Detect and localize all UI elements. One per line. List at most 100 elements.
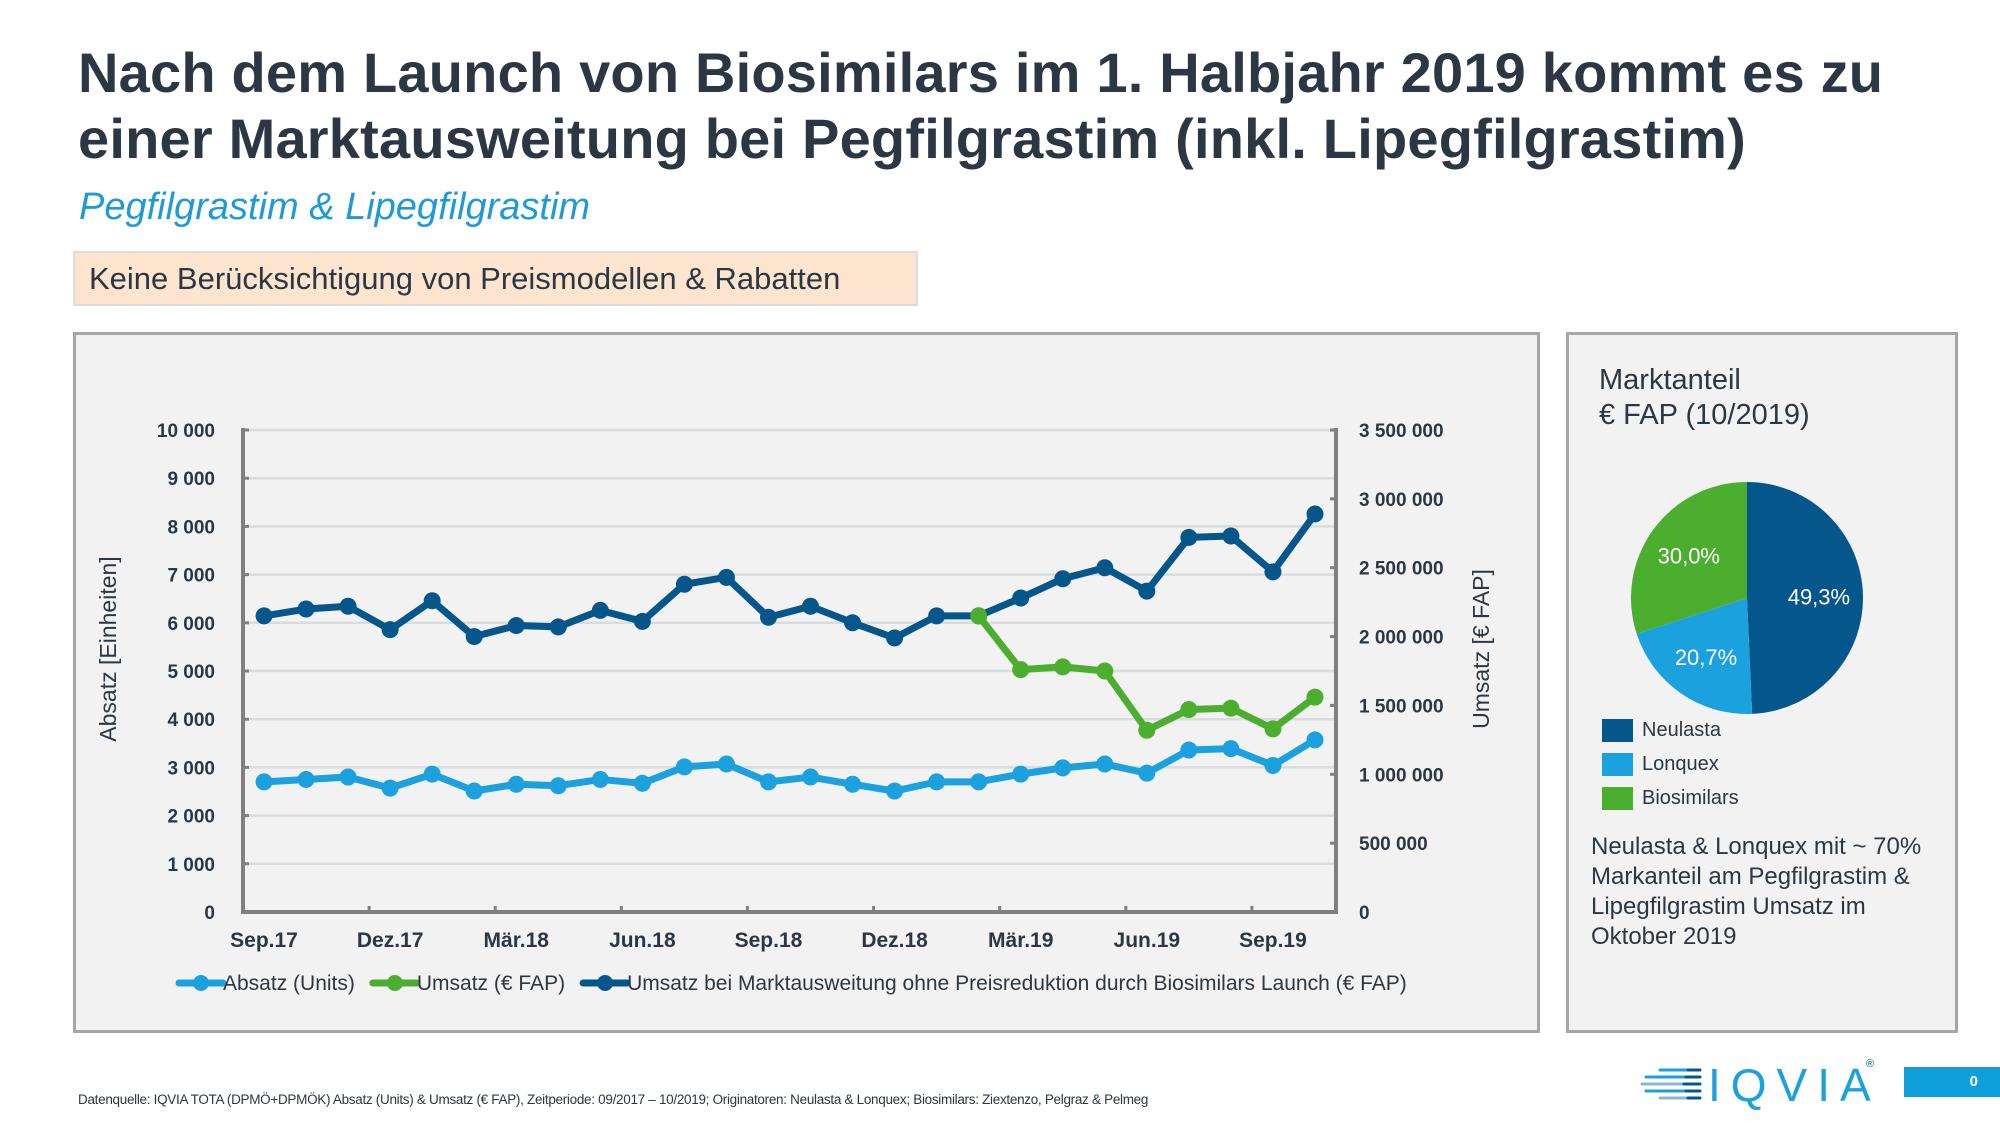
y-tick-label: 6 000 [167,614,215,635]
pie-slice-lonquex [1636,598,1753,714]
y2-tick-label: 3 500 000 [1359,421,1444,442]
x-tick-label: Sep.17 [230,929,298,952]
data-point [1096,662,1114,680]
data-point [633,612,651,630]
iqvia-logo-text: IQVIA [1708,1059,1881,1111]
data-source-footnote: Datenquelle: IQVIA TOTA (DPMÖ+DPMÖK) Abs… [78,1092,1149,1107]
data-point [1306,731,1324,749]
data-point [633,774,651,792]
data-point [675,758,693,776]
x-tick-label: Jun.19 [1114,929,1181,952]
data-point [1054,759,1072,777]
data-point [1096,559,1114,577]
data-point [1222,740,1240,758]
y2-tick-label: 2 000 000 [1359,628,1444,649]
data-point [759,773,777,791]
pie-legend: Neulasta Lonquex Biosimilars [1602,713,1739,815]
series-line [263,511,1318,642]
data-point [1306,505,1324,523]
data-point [1012,589,1030,607]
data-point [591,770,609,788]
pie-title-line-2: € FAP (10/2019) [1599,399,1810,431]
x-tick-label: Sep.19 [1239,929,1307,952]
data-point [1264,756,1282,774]
series-1 [970,607,1324,739]
title-line-1: Nach dem Launch von Biosimilars im 1. Ha… [78,41,1884,104]
data-point [1054,570,1072,588]
y2-tick-label: 2 500 000 [1359,559,1444,580]
data-point [549,777,567,795]
y2-tick-label: 0 [1359,903,1370,924]
legend-label: Biosimilars [1642,786,1739,809]
disclaimer-box: Keine Berücksichtigung von Preismodellen… [73,251,918,306]
y-tick-label: 10 000 [157,421,215,442]
x-tick-label: Mär.19 [988,929,1053,952]
x-tick-label: Jun.18 [609,929,676,952]
data-point [507,775,525,793]
data-point [802,768,820,786]
y-tick-label: 0 [204,903,215,924]
line-chart-panel: 0 1 000 2 000 3 000 4 000 5 000 6 000 7 000 8 00… [73,332,1540,1033]
legend-label: Lonquex [1642,752,1719,775]
data-point [1012,765,1030,783]
data-point [1138,764,1156,782]
registered-mark: ® [1866,1058,1875,1070]
legend-label: Umsatz (€ FAP) [417,972,565,995]
series-0 [255,731,1324,800]
page-number: 0 [1904,1067,2000,1097]
y-tick-label: 7 000 [167,566,215,587]
data-point [423,592,441,610]
legend-marker-icon [597,975,614,991]
legend-item-lonquex: Lonquex [1602,747,1739,781]
legend-item: Umsatz bei Marktausweitung ohne Preisred… [579,972,1407,995]
pie-title: Marktanteil € FAP (10/2019) [1599,363,1810,433]
data-point [844,775,862,793]
data-point [1180,528,1198,546]
data-point [297,770,315,788]
data-point [717,568,735,586]
data-point [339,768,357,786]
pie-data-label: 20,7% [1675,645,1737,670]
legend-item: Umsatz (€ FAP) [369,972,565,995]
data-point [1180,701,1198,719]
data-point [381,621,399,639]
data-point [1180,741,1198,759]
y-tick-label: 4 000 [167,710,215,731]
legend-label: Neulasta [1642,718,1721,741]
data-point [1096,755,1114,773]
pie-slice-biosimilars [1631,482,1747,634]
data-point [465,628,483,646]
data-point [675,575,693,593]
data-point [1222,699,1240,717]
data-point [759,608,777,626]
legend-item-biosimilars: Biosimilars [1602,781,1739,815]
legend-swatch-neulasta [1602,718,1633,742]
y-tick-label: 5 000 [167,662,215,683]
y-axis-label: Absatz [Einheiten] [95,556,121,741]
data-point [886,629,904,647]
pie-slice-neulasta [1747,482,1863,714]
data-point [465,782,483,800]
data-point [549,618,567,636]
data-point [591,601,609,619]
data-point [1264,563,1282,581]
legend-marker-icon [193,975,209,991]
data-point [802,597,820,615]
data-point [507,617,525,635]
legend-swatch-biosimilars [1602,786,1633,810]
data-point [970,773,988,791]
y2-axis-label: Umsatz [€ FAP] [1468,569,1494,729]
title-line-2: einer Marktausweitung bei Pegfilgrastim … [78,107,1747,170]
iqvia-logo: IQVIA ® [1638,1058,1878,1111]
data-point [297,600,315,618]
chart-legend: Absatz (Units) Umsatz (€ FAP) Umsatz bei M… [175,972,1407,995]
tick-labels: 0 1 000 2 000 3 000 4 000 5 000 6 000 7 000 8 00… [157,421,1444,952]
data-point [1138,721,1156,739]
pie-data-label: 30,0% [1658,544,1720,569]
series-2 [255,505,1324,647]
data-point [844,614,862,632]
legend-label: Umsatz bei Marktausweitung ohne Preisred… [627,972,1407,995]
data-point [255,773,273,791]
line-chart: 0 1 000 2 000 3 000 4 000 5 000 6 000 7 000 8 00… [95,421,1494,995]
series-lines [255,505,1324,800]
